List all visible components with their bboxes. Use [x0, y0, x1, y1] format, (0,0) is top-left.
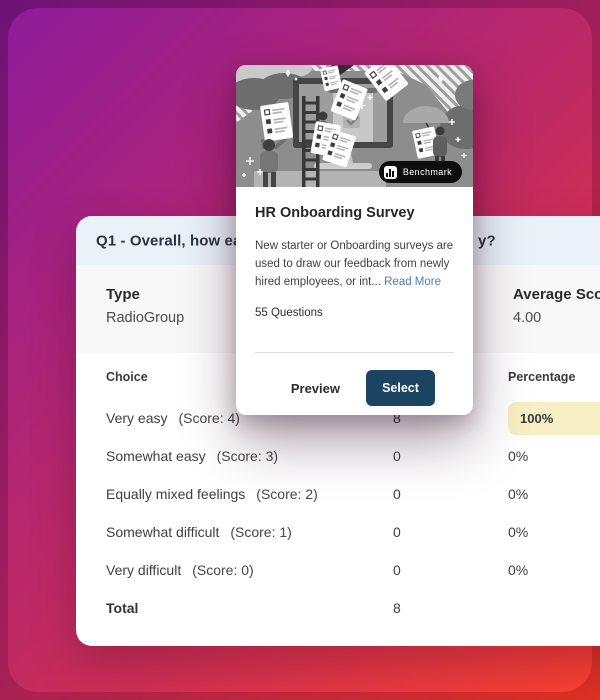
choice-score: (Score: 0)	[192, 562, 254, 578]
count-value: 0	[393, 524, 401, 540]
benchmark-badge: Benchmark	[378, 161, 462, 183]
count-value: 0	[393, 448, 401, 464]
percentage-value: 0%	[508, 486, 529, 502]
gradient-surface: Q1 - Overall, how ea y? Type RadioGroup …	[8, 8, 600, 692]
choice-score: (Score: 4)	[178, 410, 240, 426]
divider	[255, 352, 454, 353]
question-title-end: y?	[478, 232, 496, 249]
survey-illustration: Benchmark	[236, 65, 473, 187]
choice-label: Somewhat difficult	[106, 524, 220, 540]
choice-label: Somewhat easy	[106, 448, 206, 464]
count-value: 0	[393, 486, 401, 502]
survey-modal-body: HR Onboarding Survey New starter or Onbo…	[236, 187, 473, 415]
table-rows: Very easy (Score: 4) 8 100% Somewhat eas…	[76, 399, 600, 627]
choice-label: Equally mixed feelings	[106, 486, 246, 502]
percentage-highlight-badge: 100%	[508, 401, 600, 435]
choices-table: Choice Percentage Very easy (Score: 4) 8…	[76, 353, 600, 627]
survey-description: New starter or Onboarding surveys are us…	[255, 237, 454, 291]
average-score-meta: Average Score 4.00	[513, 286, 600, 326]
table-row: Somewhat difficult (Score: 1) 0 0%	[76, 513, 600, 551]
benchmark-badge-label: Benchmark	[402, 167, 452, 177]
count-value: 8	[393, 410, 401, 426]
table-row: Somewhat easy (Score: 3) 0 0%	[76, 437, 600, 475]
choice-score: (Score: 3)	[216, 448, 279, 464]
questions-count: 55 Questions	[255, 307, 323, 319]
percentage-value: 0%	[508, 562, 529, 578]
bar-chart-icon	[383, 165, 397, 179]
survey-title: HR Onboarding Survey	[255, 205, 415, 221]
choice-label: Very easy	[106, 410, 168, 426]
table-header-row: Choice Percentage	[76, 369, 600, 385]
table-row: Equally mixed feelings (Score: 2) 0 0%	[76, 475, 600, 513]
preview-button[interactable]: Preview	[290, 380, 340, 396]
average-score-value: 4.00	[513, 310, 542, 326]
total-label: Total	[106, 600, 139, 616]
type-meta: Type RadioGroup	[106, 286, 184, 326]
select-button[interactable]: Select	[366, 370, 435, 406]
percentage-column-header: Percentage	[508, 370, 576, 384]
total-count: 8	[393, 600, 401, 616]
choice-column-header: Choice	[106, 370, 148, 384]
type-value: RadioGroup	[106, 310, 185, 326]
average-score-label: Average Score	[513, 286, 600, 303]
survey-modal: Benchmark HR Onboarding Survey New start…	[236, 65, 473, 415]
survey-description-text: New starter or Onboarding surveys are us…	[255, 240, 454, 288]
total-row: Total 8	[76, 589, 600, 627]
question-title: Q1 - Overall, how ea	[96, 232, 242, 249]
percentage-value: 0%	[508, 448, 529, 464]
percentage-value: 0%	[508, 524, 529, 540]
count-value: 0	[393, 562, 401, 578]
read-more-link[interactable]: Read More	[384, 276, 442, 288]
choice-label: Very difficult	[106, 562, 182, 578]
table-row: Very difficult (Score: 0) 0 0%	[76, 551, 600, 589]
type-label: Type	[106, 286, 140, 303]
choice-score: (Score: 2)	[256, 486, 318, 502]
modal-actions: Preview Select	[255, 353, 454, 415]
choice-score: (Score: 1)	[230, 524, 292, 540]
table-row: Very easy (Score: 4) 8 100%	[76, 399, 600, 437]
